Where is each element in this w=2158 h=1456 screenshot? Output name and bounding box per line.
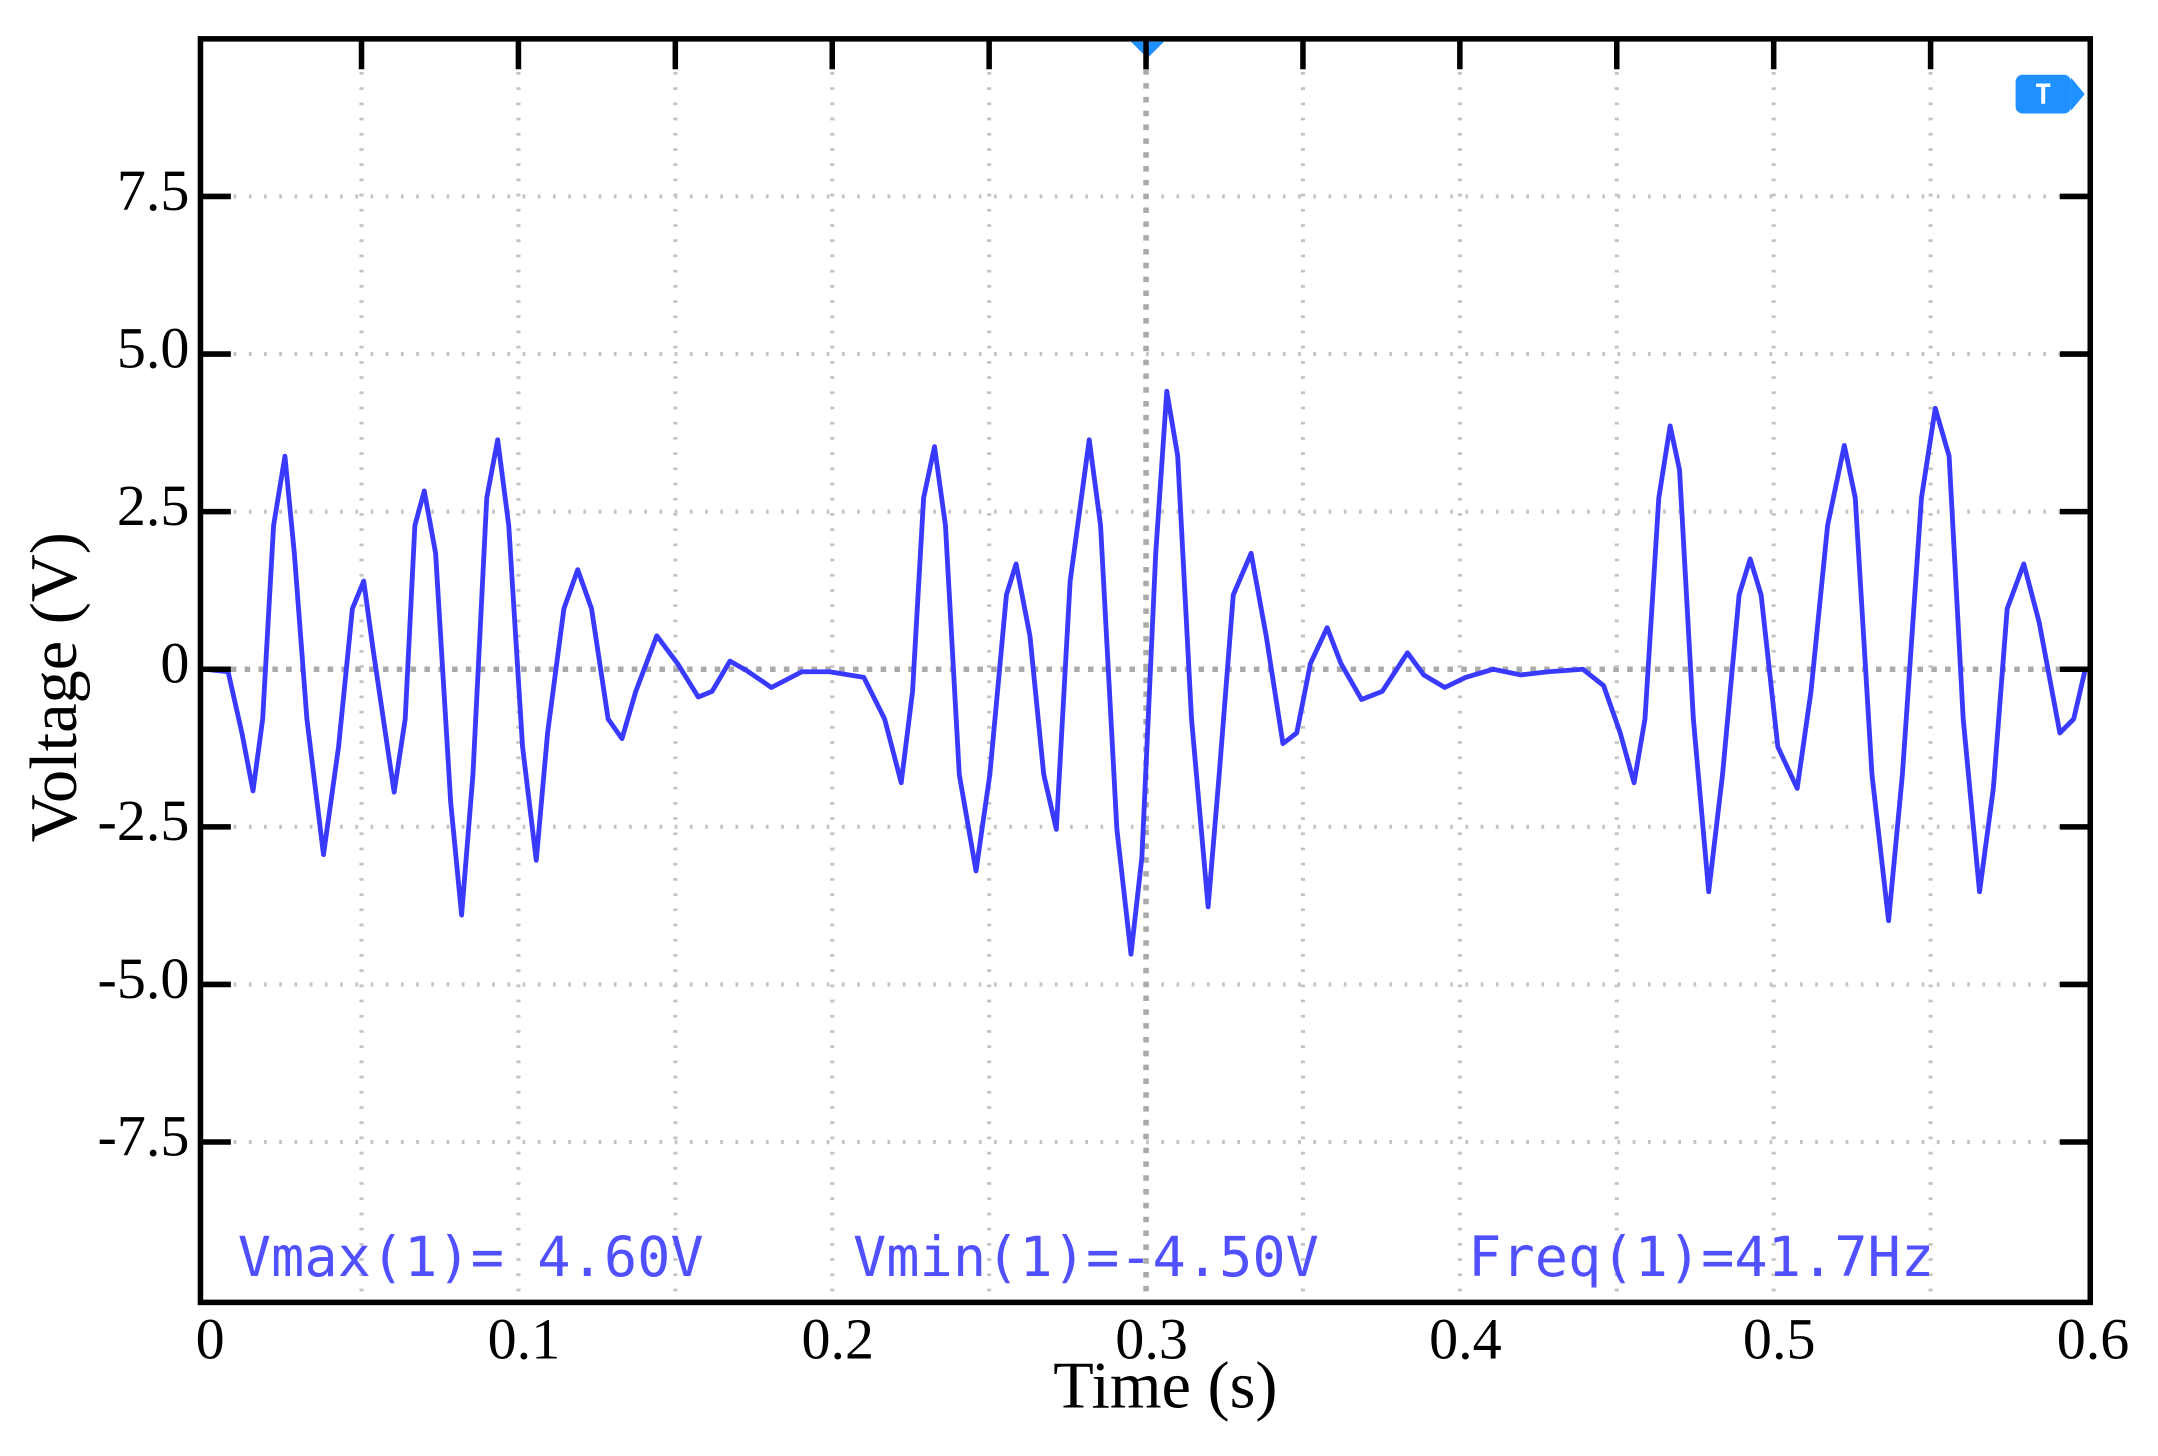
x-tick-label: 0.1 (488, 1307, 561, 1372)
trigger-label: T (2035, 78, 2052, 111)
y-axis-label: Voltage (V) (18, 532, 91, 842)
x-tick-label: 0.4 (1429, 1307, 1502, 1372)
x-tick-label: 0 (196, 1307, 225, 1372)
x-tick-label: 0.2 (801, 1307, 874, 1372)
y-tick-label: -2.5 (98, 788, 190, 853)
x-tick-label: 0.6 (2057, 1307, 2130, 1372)
x-tick-label: 0.3 (1115, 1307, 1188, 1372)
measurement-readout: Vmax(1)= 4.60V (238, 1226, 704, 1290)
y-tick-label: 0 (160, 631, 189, 696)
y-tick-label: 7.5 (117, 158, 190, 223)
y-tick-label: -7.5 (98, 1103, 190, 1168)
y-tick-label: 2.5 (117, 473, 190, 538)
signal-trace (204, 388, 2088, 957)
x-tick-label: 0.5 (1743, 1307, 1816, 1372)
grid (203, 41, 2088, 1300)
measurement-readout: Vmin(1)=-4.50V (853, 1226, 1319, 1290)
measurement-readout: Freq(1)=41.7Hz (1468, 1226, 1934, 1290)
trigger-badge-tip (2070, 77, 2085, 111)
labels: -7.5 -5.0 -2.5 0 2.5 5.0 7.5 0 0.1 0.2 0.3 0.4 0.5 0.… (98, 38, 2130, 1372)
trigger-badge (2015, 74, 2071, 114)
plot (204, 388, 2088, 957)
y-tick-label: 5.0 (117, 315, 190, 380)
x-axis-label: Time (s) (1053, 1350, 1277, 1423)
y-tick-label: -5.0 (98, 946, 190, 1011)
